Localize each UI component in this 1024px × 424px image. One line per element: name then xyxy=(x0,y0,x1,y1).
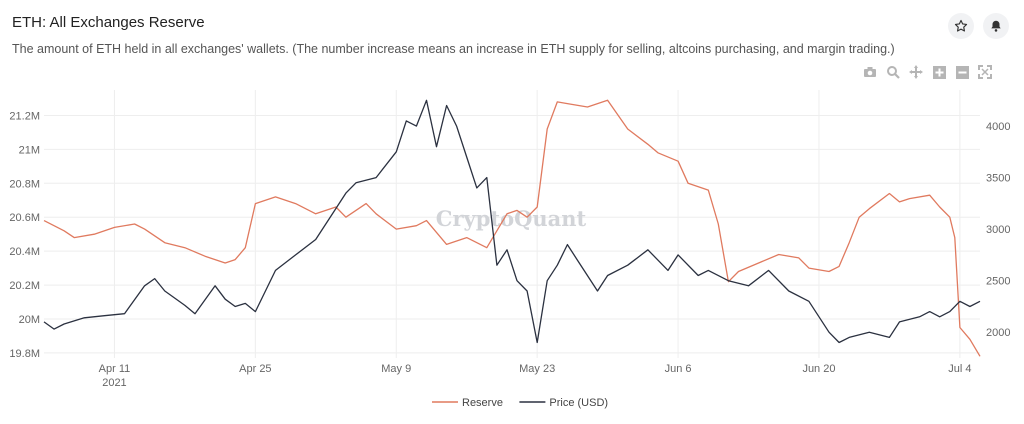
chart-toolbar xyxy=(862,64,993,80)
axis-layer: 19.8M 20M 20.2M 20.4M 20.6M 20.8M 21M 21.2M 2000… xyxy=(9,110,1010,389)
legend-label: Reserve xyxy=(462,397,503,409)
legend-label: Price (USD) xyxy=(549,397,608,409)
pan-icon[interactable] xyxy=(908,64,924,80)
x-tick-sublabel: 2021 xyxy=(102,377,126,389)
zoom-icon[interactable] xyxy=(885,64,901,80)
x-tick-label: Apr 25 xyxy=(239,363,271,375)
chart-description: The amount of ETH held in all exchanges'… xyxy=(12,42,895,56)
y-left-tick-label: 21M xyxy=(19,144,40,156)
y-left-tick-label: 21.2M xyxy=(9,110,40,122)
x-tick-label: Jun 6 xyxy=(665,363,692,375)
y-right-tick-label: 3000 xyxy=(986,224,1010,236)
zoom-in-icon[interactable] xyxy=(931,64,947,80)
series-layer xyxy=(43,99,981,357)
x-tick-label: Jun 20 xyxy=(802,363,835,375)
watermark: CryptoQuant xyxy=(436,206,587,231)
y-right-tick-label: 2000 xyxy=(986,327,1010,339)
x-tick-label: Jul 4 xyxy=(948,363,971,375)
y-left-tick-label: 20M xyxy=(19,314,40,326)
y-left-tick-label: 20.8M xyxy=(9,178,40,190)
favorite-button[interactable] xyxy=(948,13,974,39)
bell-icon xyxy=(991,20,1001,32)
y-left-tick-label: 20.6M xyxy=(9,212,40,224)
legend[interactable]: Reserve Price (USD) xyxy=(432,397,608,409)
y-right-tick-label: 2500 xyxy=(986,276,1010,288)
chart-title: ETH: All Exchanges Reserve xyxy=(12,14,205,31)
autoscale-icon[interactable] xyxy=(977,64,993,80)
y-left-tick-label: 19.8M xyxy=(9,348,40,360)
y-right-tick-label: 4000 xyxy=(986,121,1010,133)
x-tick-label: May 23 xyxy=(519,363,555,375)
x-tick-label: Apr 11 xyxy=(99,363,131,375)
camera-icon[interactable] xyxy=(862,64,878,80)
star-icon xyxy=(954,19,968,32)
grid-layer xyxy=(44,90,980,358)
series-line-price xyxy=(43,99,981,344)
y-left-tick-label: 20.2M xyxy=(9,280,40,292)
x-tick-label: May 9 xyxy=(381,363,411,375)
zoom-out-icon[interactable] xyxy=(954,64,970,80)
series-line-reserve xyxy=(43,99,981,357)
y-right-tick-label: 3500 xyxy=(986,173,1010,185)
y-left-tick-label: 20.4M xyxy=(9,246,40,258)
notification-button[interactable] xyxy=(983,13,1009,39)
